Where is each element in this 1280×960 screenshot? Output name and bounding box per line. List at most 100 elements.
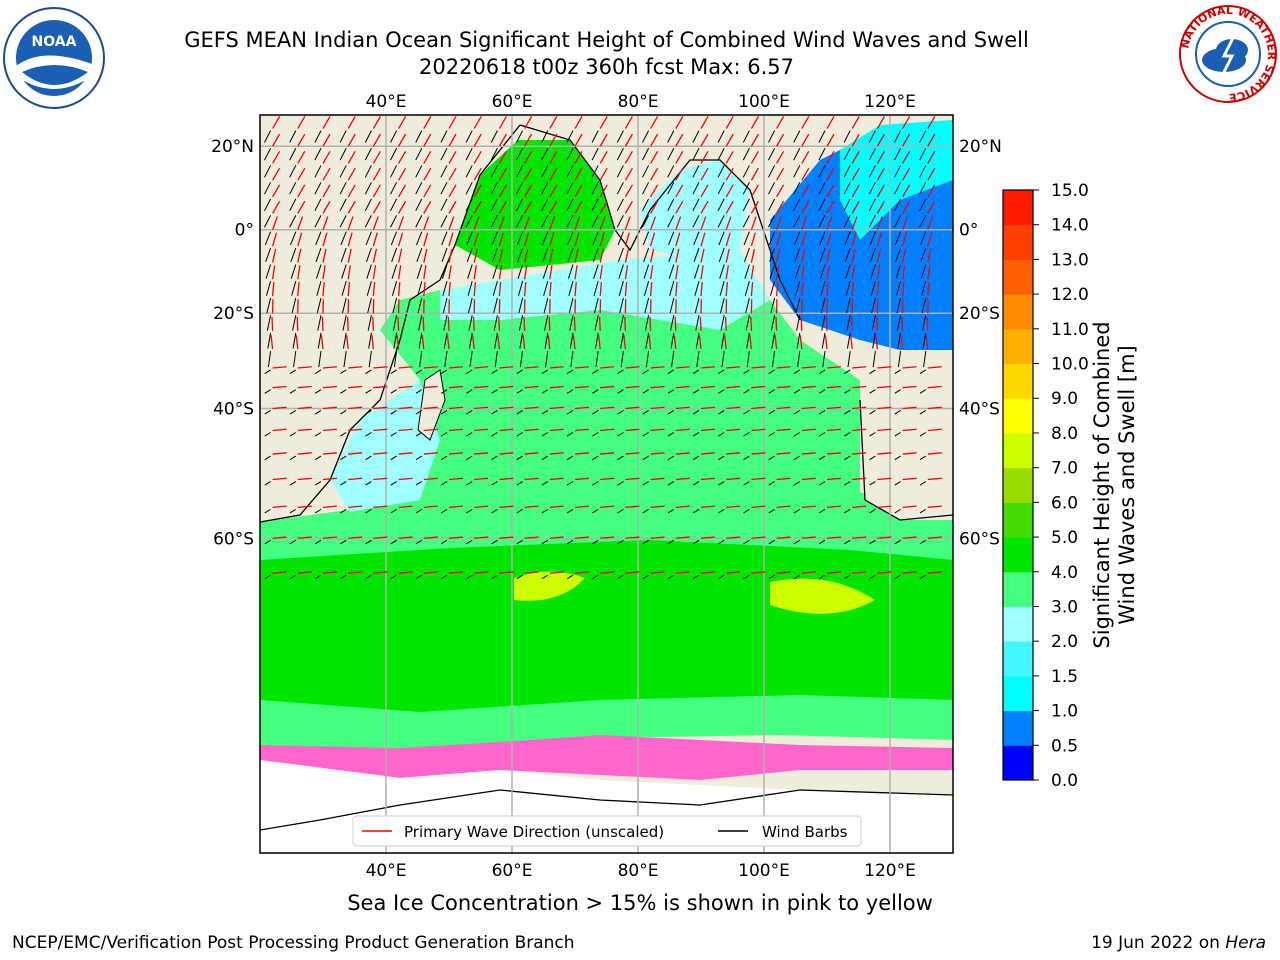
lat-label-left: 0° <box>235 221 254 241</box>
lat-label-left: 20°N <box>211 137 254 157</box>
wave-arrow <box>801 116 810 129</box>
wave-arrow <box>600 571 615 574</box>
wind-barb <box>643 264 650 279</box>
wind-barb <box>642 215 650 228</box>
wind-barb <box>869 369 876 374</box>
wind-barb <box>443 315 448 331</box>
wave-arrow <box>801 133 810 147</box>
wind-barb <box>894 432 901 437</box>
wind-barb <box>339 165 347 178</box>
sea-ice-band <box>260 735 953 780</box>
lon-label-top: 120°E <box>864 92 916 112</box>
wind-barb <box>314 574 322 580</box>
wind-barb <box>466 231 473 246</box>
wave-arrow <box>322 477 338 481</box>
wind-barb <box>720 315 725 331</box>
wind-barb <box>692 432 700 437</box>
wave-arrow <box>877 536 892 539</box>
wave-arrow <box>925 335 929 350</box>
wind-barb <box>671 351 675 368</box>
wind-barb <box>643 281 650 296</box>
wind-barb <box>315 247 322 262</box>
wind-barb <box>820 297 826 314</box>
wind-barb <box>668 247 675 262</box>
wind-barb <box>718 574 725 580</box>
wind-barb <box>793 455 801 461</box>
wave-arrow <box>751 366 766 369</box>
wave-arrow <box>826 406 842 410</box>
wave-arrow <box>549 428 564 432</box>
wind-barb <box>795 281 801 296</box>
wave-arrow <box>902 477 917 481</box>
wind-barb <box>517 264 524 279</box>
wind-barb <box>844 574 851 580</box>
wind-barb <box>314 369 322 374</box>
wind-barb <box>390 148 398 161</box>
wave-arrow <box>574 571 590 574</box>
wave-arrow <box>801 385 816 389</box>
wind-barb <box>768 165 776 178</box>
wind-barb <box>895 264 902 279</box>
wave-arrow <box>549 366 564 369</box>
wave-arrow <box>322 406 338 410</box>
colorbar-segment <box>1003 537 1033 573</box>
wind-barb <box>718 247 725 262</box>
wave-arrow <box>297 184 306 198</box>
wind-barb <box>743 574 750 580</box>
wave-arrow <box>297 428 312 432</box>
wave-arrow <box>297 505 312 509</box>
wind-barb <box>364 148 372 161</box>
wave-arrow <box>448 428 464 432</box>
antarctica-coastline <box>260 789 953 831</box>
wave-arrow <box>498 133 507 147</box>
wave-arrow <box>524 505 539 509</box>
wave-arrow <box>398 536 413 539</box>
wind-barb <box>591 130 599 143</box>
wind-barb <box>541 432 549 437</box>
wind-barb <box>314 182 322 195</box>
wave-arrow <box>372 282 376 297</box>
wind-barb <box>793 130 801 143</box>
wave-arrow <box>549 232 555 247</box>
wave-arrow <box>346 316 349 331</box>
wave-arrow <box>297 406 312 410</box>
wave-arrow <box>675 477 690 481</box>
wave-arrow <box>271 282 275 297</box>
wave-arrow <box>624 200 633 214</box>
wind-barb <box>314 481 322 486</box>
wind-barb <box>443 332 448 349</box>
wind-barb <box>365 574 372 580</box>
wave-arrow <box>901 248 907 263</box>
wind-barb <box>291 281 297 296</box>
wave-arrow <box>574 282 577 297</box>
wind-barb <box>692 455 700 461</box>
wind-barb <box>569 332 574 349</box>
wave-arrow <box>851 167 860 181</box>
wind-barb <box>415 369 423 374</box>
wave-arrow <box>650 406 665 410</box>
map-axis-labels: 40°E 40°E 60°E 60°E 80°E 80°E 100°E 100°E 120°E 1… <box>211 92 1002 881</box>
wave-arrow <box>348 406 363 410</box>
wave-arrow <box>372 232 378 247</box>
wind-barb <box>516 148 524 161</box>
wind-barb <box>717 198 725 212</box>
wave-arrow <box>473 216 480 230</box>
wind-barb <box>289 574 297 580</box>
wind-barb <box>468 332 473 349</box>
wave-arrow <box>625 428 640 432</box>
wind-barb <box>444 351 448 368</box>
colorbar-tick-label: 13.0 <box>1051 250 1089 270</box>
wind-barb <box>317 332 322 349</box>
wind-barb <box>390 369 397 374</box>
wind-barb <box>667 198 675 212</box>
wind-barb <box>644 315 650 331</box>
wave-arrow <box>272 150 281 164</box>
wind-barb <box>643 247 650 262</box>
wind-barb <box>466 574 473 580</box>
wind-barb <box>919 148 927 161</box>
noaa-logo-text: NOAA <box>32 34 77 50</box>
wave-arrow <box>348 571 363 574</box>
wave-arrow <box>322 200 331 214</box>
wave-arrow <box>877 505 892 509</box>
wind-barb <box>745 297 750 314</box>
